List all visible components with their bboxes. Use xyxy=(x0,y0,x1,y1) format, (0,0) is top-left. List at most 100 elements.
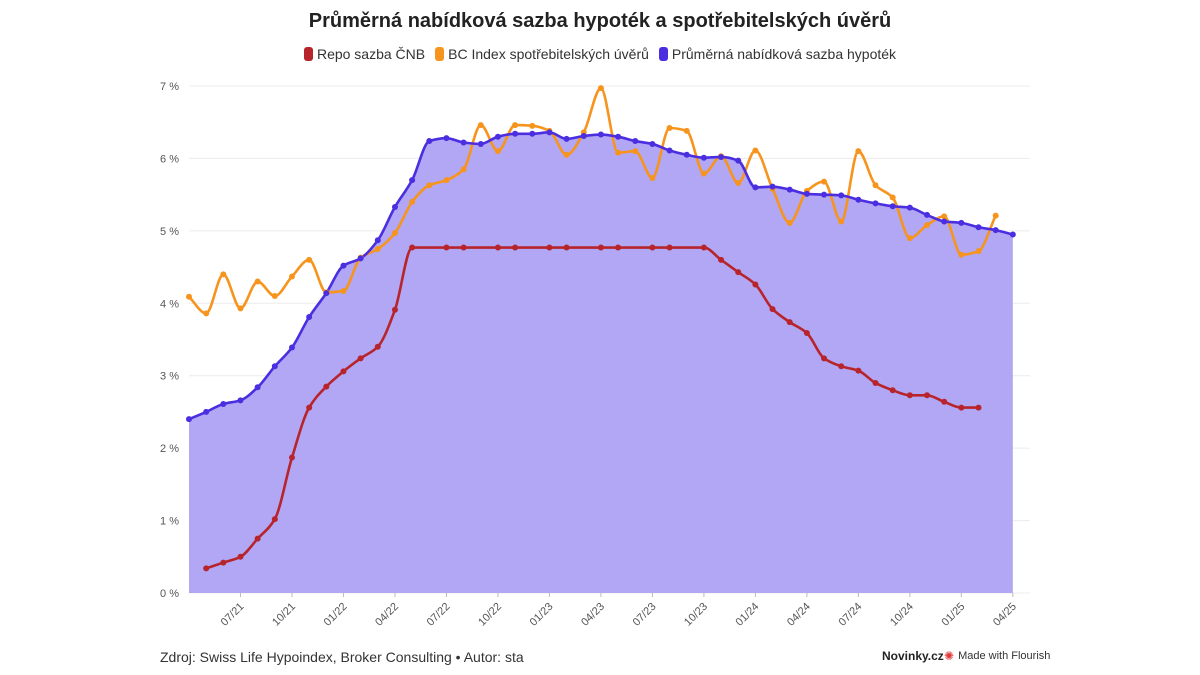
x-tick-label: 01/23 xyxy=(528,601,556,629)
legend-item-mortgage[interactable]: Průměrná nabídková sazba hypoték xyxy=(658,46,897,62)
x-tick-label: 07/21 xyxy=(219,601,247,629)
data-point-mortgage xyxy=(803,190,810,197)
data-point-bc-index xyxy=(975,248,982,255)
data-point-bc-index xyxy=(288,273,295,280)
data-point-repo xyxy=(546,244,553,251)
data-point-mortgage xyxy=(512,130,519,137)
x-tick-label: 07/24 xyxy=(837,601,865,629)
data-point-mortgage xyxy=(718,153,725,160)
data-point-mortgage xyxy=(374,237,381,244)
chart-title: Průměrná nabídková sazba hypoték a spotř… xyxy=(308,10,892,32)
data-point-bc-index xyxy=(340,287,347,294)
legend-label-repo: Repo sazba ČNB xyxy=(316,46,426,62)
data-point-mortgage xyxy=(563,135,570,142)
data-point-repo xyxy=(752,281,759,288)
data-point-bc-index xyxy=(666,125,673,132)
data-point-mortgage xyxy=(924,211,931,218)
x-tick-label: 04/23 xyxy=(579,601,607,629)
data-point-bc-index xyxy=(563,151,570,158)
data-point-repo xyxy=(769,306,776,313)
data-point-mortgage xyxy=(494,133,501,140)
data-point-repo xyxy=(786,319,793,326)
data-point-bc-index xyxy=(821,178,828,185)
data-point-repo xyxy=(735,269,742,276)
y-tick-label: 7 % xyxy=(160,81,179,93)
data-point-repo xyxy=(700,244,707,251)
data-point-bc-index xyxy=(443,177,450,184)
data-point-mortgage xyxy=(683,151,690,158)
data-point-repo xyxy=(803,329,810,336)
y-tick-label: 4 % xyxy=(160,298,179,310)
x-tick-label: 07/22 xyxy=(425,601,453,629)
data-point-repo xyxy=(941,398,948,405)
x-tick-label: 04/24 xyxy=(785,601,813,629)
data-point-mortgage xyxy=(306,314,313,321)
data-point-repo xyxy=(271,516,278,523)
data-point-bc-index xyxy=(906,235,913,242)
data-point-bc-index xyxy=(306,256,313,263)
data-point-mortgage xyxy=(752,184,759,191)
data-point-bc-index xyxy=(615,149,622,156)
data-point-bc-index xyxy=(271,293,278,300)
data-point-repo xyxy=(649,244,656,251)
x-tick-label: 10/23 xyxy=(682,601,710,629)
data-point-repo xyxy=(237,553,244,560)
data-point-mortgage xyxy=(992,227,999,234)
data-point-repo xyxy=(512,244,519,251)
data-point-bc-index xyxy=(426,182,433,189)
data-point-mortgage xyxy=(288,344,295,351)
y-tick-label: 3 % xyxy=(160,371,179,383)
x-tick-label: 04/22 xyxy=(373,601,401,629)
data-point-mortgage xyxy=(186,416,192,423)
data-point-bc-index xyxy=(220,271,227,278)
x-tick-label: 01/25 xyxy=(940,601,968,629)
data-point-repo xyxy=(443,244,450,251)
data-point-mortgage xyxy=(855,196,862,203)
y-tick-label: 2 % xyxy=(160,443,179,455)
data-point-bc-index xyxy=(254,278,261,285)
data-point-repo xyxy=(340,368,347,375)
data-point-bc-index xyxy=(992,212,999,219)
legend-label-mortgage: Průměrná nabídková sazba hypoték xyxy=(671,46,897,62)
source-note: Zdroj: Swiss Life Hypoindex, Broker Cons… xyxy=(160,649,524,665)
data-point-repo xyxy=(718,256,725,263)
data-point-mortgage xyxy=(735,157,742,164)
data-point-bc-index xyxy=(872,182,879,189)
data-point-mortgage xyxy=(615,133,622,140)
made-with-flourish[interactable]: ✺ Made with Flourish xyxy=(944,649,1050,663)
data-point-mortgage xyxy=(666,147,673,154)
data-point-repo xyxy=(597,244,604,251)
legend-swatch-mortgage xyxy=(658,47,668,61)
data-point-bc-index xyxy=(649,174,656,181)
data-point-repo xyxy=(494,244,501,251)
data-point-mortgage xyxy=(580,132,587,139)
data-point-mortgage xyxy=(838,192,845,199)
data-point-mortgage xyxy=(237,397,244,404)
legend-label-bc-index: BC Index spotřebitelských úvěrů xyxy=(448,46,649,62)
data-point-repo xyxy=(563,244,570,251)
data-point-repo xyxy=(924,392,931,399)
data-point-bc-index xyxy=(752,147,759,154)
data-point-bc-index xyxy=(529,122,536,129)
series-area-mortgage xyxy=(189,132,1013,593)
data-point-mortgage xyxy=(529,130,536,137)
data-point-bc-index xyxy=(494,148,501,155)
data-point-mortgage xyxy=(391,203,398,210)
y-tick-label: 0 % xyxy=(160,588,179,600)
legend-item-bc-index[interactable]: BC Index spotřebitelských úvěrů xyxy=(435,46,649,62)
data-point-bc-index xyxy=(374,245,381,252)
data-point-mortgage xyxy=(443,135,450,142)
x-tick-label: 10/24 xyxy=(888,601,916,629)
x-tick-label: 07/23 xyxy=(631,601,659,629)
data-point-repo xyxy=(838,363,845,370)
legend-item-repo[interactable]: Repo sazba ČNB xyxy=(303,46,426,62)
brand-logo[interactable]: Novinky.cz xyxy=(882,649,944,663)
data-point-bc-index xyxy=(237,305,244,312)
data-point-repo xyxy=(203,565,210,572)
data-point-repo xyxy=(975,404,982,411)
x-tick-label: 01/24 xyxy=(734,601,762,629)
data-point-mortgage xyxy=(1009,231,1016,238)
data-point-mortgage xyxy=(872,200,879,207)
data-point-bc-index xyxy=(477,122,484,129)
data-point-repo xyxy=(958,404,965,411)
